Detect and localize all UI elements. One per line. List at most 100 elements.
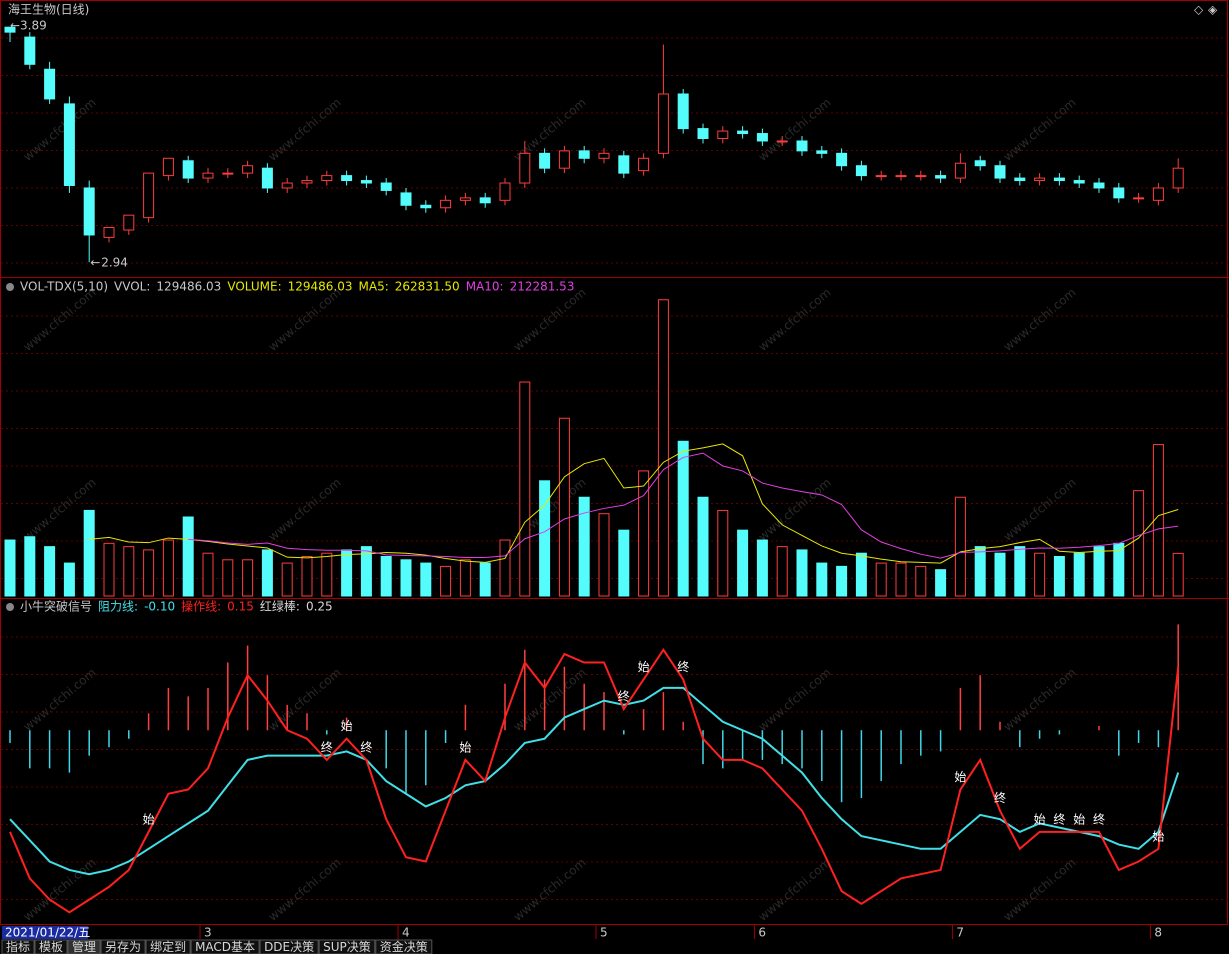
x-tick-label: 6 [758,926,766,940]
tab-label[interactable]: MACD基本 [195,940,255,954]
volume-bar [974,546,986,597]
tab-label[interactable]: 指标 [6,939,30,954]
tab[interactable]: MACD基本 [190,939,260,954]
ma-line [89,443,1179,564]
volume-bar [1093,546,1105,597]
volume-bar [499,539,511,597]
volume-bar [63,562,75,597]
signal-label: 始 [341,719,353,733]
tab-label[interactable]: 模板 [39,940,63,954]
x-tick-label: 8 [1154,926,1162,940]
candle-body [380,182,392,191]
candle-body [776,140,788,143]
volume-bar [281,562,293,597]
candle-body [954,162,966,179]
tab[interactable]: 模板 [34,939,68,954]
frame [0,0,1228,925]
volume-bar [915,565,927,597]
volume-bar [855,552,867,597]
volume-bar [816,562,828,597]
panel-toggle[interactable] [6,283,14,291]
signal-label: 终 [321,739,333,754]
candle-body [737,130,749,135]
signal-label: 始 [1152,829,1164,843]
tab-bg [100,939,146,954]
volume-bar [598,513,610,597]
tab-label[interactable]: 资金决策 [380,939,428,954]
legend-text: -0.10 [144,600,175,614]
signal-label: 始 [1073,812,1085,826]
tab-label[interactable]: 另存为 [105,940,141,954]
candle-body [261,167,273,189]
legend-text: 小牛突破信号 [20,599,92,614]
volume-bar [360,546,372,597]
volume-bar [618,529,630,597]
signal-label: 始 [1034,812,1046,826]
candle-body [875,175,887,178]
panel-toggle[interactable] [6,603,14,611]
candle-body [341,175,353,182]
candle-body [796,140,808,152]
tab-label[interactable]: 绑定到 [150,939,186,954]
tab[interactable]: 资金决策 [375,939,433,954]
legend-text: 129486.03 [288,280,353,294]
volume-bar [717,509,729,597]
volume-bar [954,496,966,597]
date-highlight [2,926,88,939]
icon[interactable]: ◈ [1208,3,1218,17]
candle-body [915,175,927,178]
volume-bar [479,562,491,597]
candle-body [420,204,432,209]
tab-bg [1,939,35,954]
volume-bar [697,496,709,597]
tab-label[interactable]: DDE决策 [264,940,314,954]
volume-bar [261,549,273,597]
volume-bar [1152,444,1164,597]
candle-body [123,214,135,231]
tab-bg [145,939,191,954]
arrow: ← [10,19,20,33]
volume-bar [202,552,214,597]
volume-bar [4,539,16,597]
volume-bar [1014,546,1026,597]
volume-bar [162,539,174,597]
indicator-line [9,686,1180,876]
candle-body [242,165,254,174]
candle-body [578,150,590,159]
tab[interactable]: 指标 [1,939,35,954]
candle-body [499,182,511,201]
candle-body [459,197,471,201]
tab[interactable]: 绑定到 [145,939,191,954]
signal-label: 始 [638,660,650,674]
legend-text: VOLUME: [227,280,281,294]
signal-label: 终 [677,659,689,674]
legend-text: 操作线: [181,599,221,614]
tab-label[interactable]: SUP决策 [323,940,371,954]
candle-body [1053,177,1065,182]
arrow: ← [90,256,100,270]
tab-bg [67,939,101,954]
tab[interactable]: 管理 [67,939,101,954]
tab-label[interactable]: 管理 [72,939,96,954]
tab[interactable]: SUP决策 [318,939,376,954]
volume-bar [301,556,313,597]
volume-bar [836,565,848,597]
icon[interactable]: ◇ [1194,3,1204,17]
signal-label: 终 [1093,811,1105,826]
candle-body [816,150,828,154]
candle-body [44,68,56,100]
candle-body [697,128,709,140]
volume-bar [875,562,887,597]
tab[interactable]: DDE决策 [259,939,319,954]
volume-bar [242,559,254,597]
candle-body [1133,197,1145,200]
signal-label: 终 [1053,811,1065,826]
candle-body [974,160,986,167]
volume-bar [578,496,590,597]
min-label: 2.94 [101,256,128,270]
tab[interactable]: 另存为 [100,939,146,954]
volume-bar [44,546,56,597]
